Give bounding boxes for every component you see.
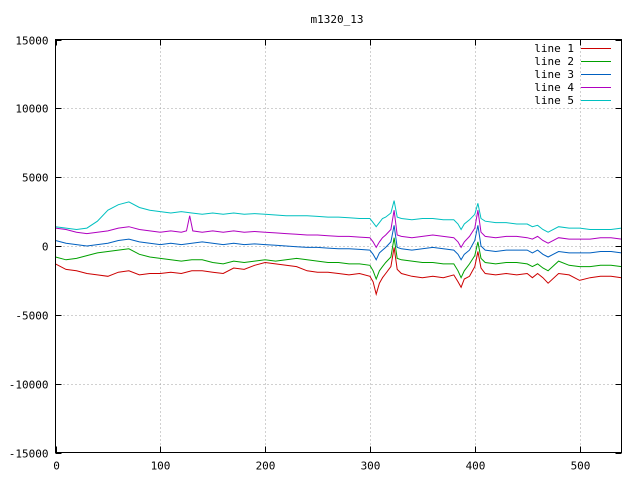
x-tick-label: 200 bbox=[256, 460, 276, 473]
y-tick-label: 5000 bbox=[22, 172, 49, 185]
axis-ticks: 0 100 200 300 400 500 -15000 -10000 -5000 0 5000 10… bbox=[9, 35, 622, 473]
y-tick-label: 15000 bbox=[15, 35, 48, 48]
x-tick-label: 0 bbox=[53, 460, 60, 473]
series-line-1 bbox=[55, 247, 622, 297]
series-line-3 bbox=[55, 225, 622, 261]
y-tick-label: -10000 bbox=[9, 379, 49, 392]
series-line-4 bbox=[55, 210, 622, 249]
y-tick-label: 10000 bbox=[15, 103, 48, 116]
legend-label: line 4 bbox=[534, 81, 574, 94]
x-tick-label: 400 bbox=[466, 460, 486, 473]
chart-title: m1320_13 bbox=[311, 13, 364, 26]
legend-label: line 5 bbox=[534, 94, 574, 107]
legend-label: line 3 bbox=[534, 68, 574, 81]
series-line-5 bbox=[55, 200, 622, 233]
series-line-2 bbox=[55, 237, 622, 281]
y-tick-label: -15000 bbox=[9, 448, 49, 461]
y-tick-label: -5000 bbox=[15, 310, 48, 323]
grid bbox=[55, 39, 622, 453]
series-layer bbox=[55, 200, 622, 297]
y-tick-label: 0 bbox=[42, 241, 49, 254]
x-tick-label: 100 bbox=[151, 460, 171, 473]
legend-label: line 2 bbox=[534, 55, 574, 68]
legend-label: line 1 bbox=[534, 42, 574, 55]
x-tick-label: 500 bbox=[571, 460, 591, 473]
x-tick-label: 300 bbox=[361, 460, 381, 473]
